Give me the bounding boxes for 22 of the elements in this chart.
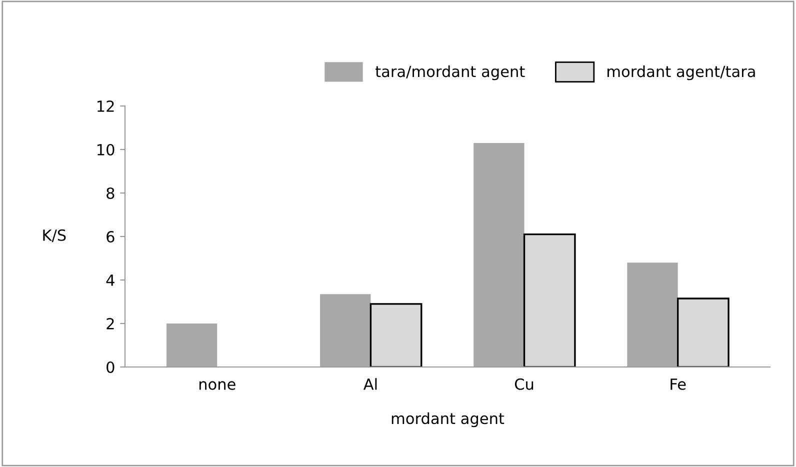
- bar: [627, 262, 678, 367]
- bar: [166, 324, 218, 367]
- y-tick-label: 10: [98, 144, 114, 156]
- y-tick-label: 12: [98, 100, 114, 112]
- y-axis-title: K/S: [43, 229, 66, 242]
- bar: [320, 294, 371, 367]
- x-tick-label: Cu: [514, 378, 534, 390]
- x-tick-label: Al: [363, 378, 377, 390]
- y-tick-label: 8: [106, 187, 114, 200]
- bar: [677, 298, 730, 367]
- bar: [523, 233, 576, 367]
- bar: [474, 142, 524, 367]
- y-tick-label: 0: [106, 361, 114, 374]
- x-tick-label: none: [199, 381, 236, 390]
- y-tick-label: 4: [106, 274, 114, 286]
- bar: [370, 303, 422, 367]
- y-tick-label: 2: [106, 318, 114, 330]
- legend-label: mordant agent/tara: [608, 65, 755, 80]
- legend-label: tara/mordant agent: [375, 65, 525, 80]
- y-tick-label: 6: [106, 230, 114, 243]
- x-axis-title: mordant agent: [392, 412, 504, 428]
- x-tick-label: Fe: [670, 378, 686, 390]
